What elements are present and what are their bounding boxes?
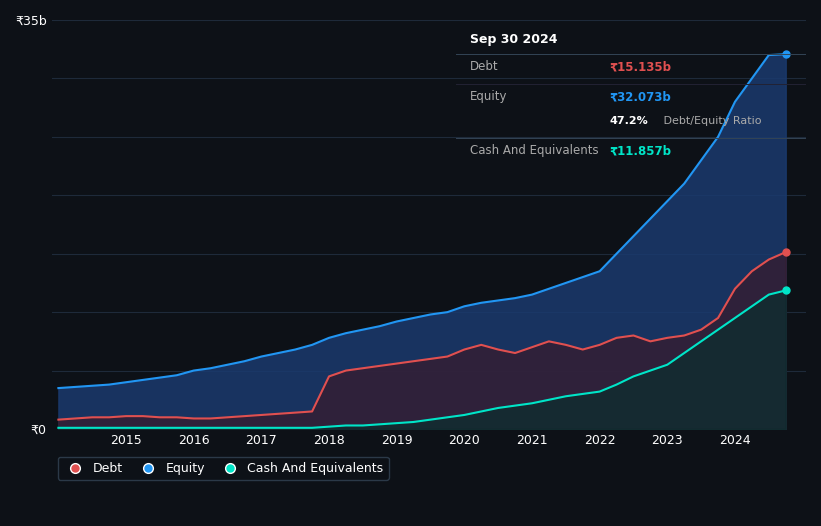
Text: 47.2%: 47.2% <box>609 116 648 126</box>
Text: ₹15.135b: ₹15.135b <box>609 60 672 74</box>
Legend: Debt, Equity, Cash And Equivalents: Debt, Equity, Cash And Equivalents <box>57 457 388 480</box>
Text: Debt: Debt <box>470 60 498 74</box>
Text: Equity: Equity <box>470 90 507 104</box>
Text: ₹32.073b: ₹32.073b <box>609 90 671 104</box>
Text: ₹11.857b: ₹11.857b <box>609 144 672 157</box>
Text: Sep 30 2024: Sep 30 2024 <box>470 33 557 46</box>
Text: Cash And Equivalents: Cash And Equivalents <box>470 144 599 157</box>
Text: Debt/Equity Ratio: Debt/Equity Ratio <box>660 116 761 126</box>
